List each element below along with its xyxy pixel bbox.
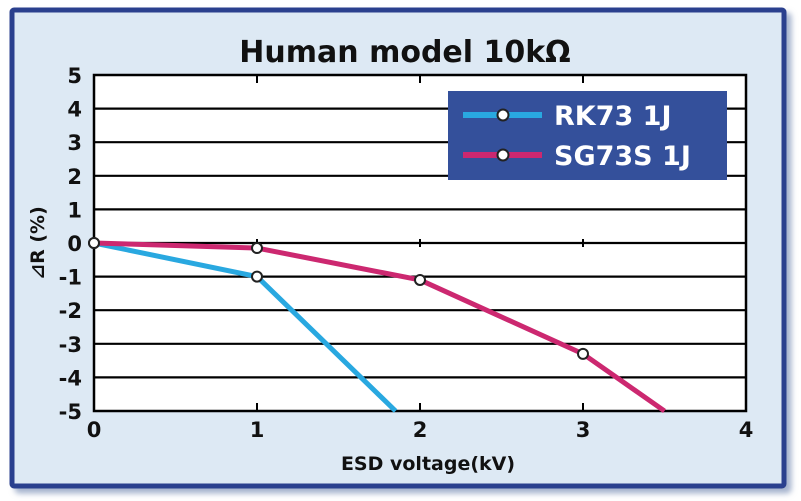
x-tick-label: 1 xyxy=(250,418,265,442)
data-point-series-2 xyxy=(577,347,589,360)
data-point-series-1 xyxy=(251,270,263,283)
y-tick-label: 1 xyxy=(67,198,82,222)
y-tick-label: -5 xyxy=(59,400,82,424)
x-tick-labels: 0 1 2 3 4 xyxy=(87,418,754,442)
y-tick-label: -3 xyxy=(59,333,82,357)
x-tick-label: 3 xyxy=(576,418,591,442)
y-tick-label: 5 xyxy=(67,64,82,88)
x-tick-label: 2 xyxy=(413,418,428,442)
legend-label-1: RK73 1J xyxy=(554,101,672,132)
y-tick-label: 4 xyxy=(67,98,82,122)
series-layer xyxy=(88,237,666,414)
legend-marker-2 xyxy=(496,148,510,162)
y-tick-label: 2 xyxy=(67,165,82,189)
legend-marker-1 xyxy=(496,108,510,122)
data-point-series-2 xyxy=(251,242,263,255)
x-tick-label: 4 xyxy=(739,418,754,442)
chart-title: Human model 10kΩ xyxy=(239,35,570,70)
data-point-series-2 xyxy=(414,273,426,286)
y-tick-label: 0 xyxy=(67,232,82,256)
data-point-series-2 xyxy=(88,237,100,249)
y-tick-label: 3 xyxy=(67,131,82,155)
legend: RK73 1J SG73S 1J xyxy=(448,91,727,180)
x-tick-label: 0 xyxy=(87,418,102,442)
y-axis-label: ⊿R (%) xyxy=(27,206,49,280)
y-tick-label: -1 xyxy=(59,266,82,290)
y-tick-label: -2 xyxy=(59,299,82,323)
x-axis-label: ESD voltage(kV) xyxy=(341,453,515,475)
y-tick-labels: 5 4 3 2 1 0 -1 -2 -3 -4 -5 xyxy=(59,64,82,424)
y-tick-label: -4 xyxy=(59,366,82,390)
legend-label-2: SG73S 1J xyxy=(554,141,691,172)
legend-box xyxy=(448,91,727,180)
